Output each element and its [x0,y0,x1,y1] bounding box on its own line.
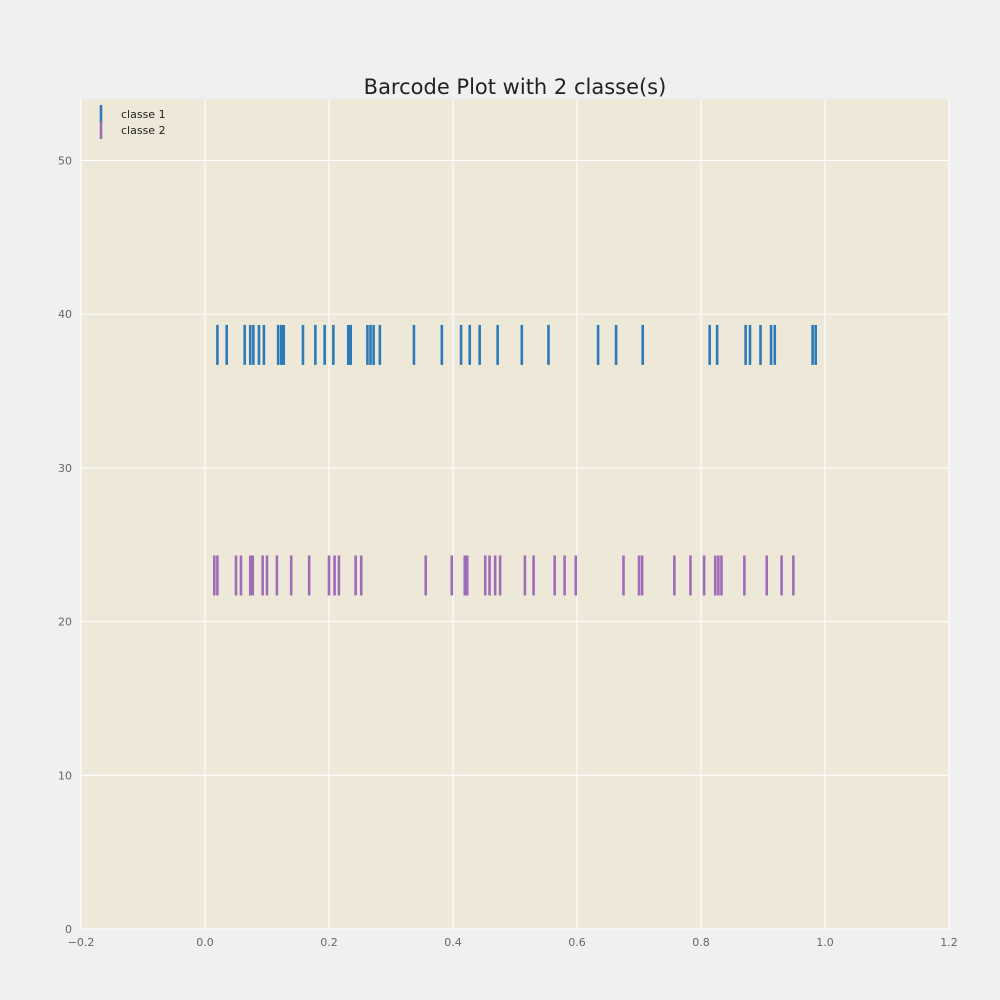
chart-title: Barcode Plot with 2 classe(s) [364,75,667,99]
x-tick-label: 0.8 [692,936,710,949]
y-tick-label: 20 [58,616,72,629]
x-tick-label: −0.2 [68,936,95,949]
y-axis-ticks: 0 10 20 30 40 50 [58,154,72,936]
x-tick-label: 0.4 [444,936,462,949]
x-tick-label: 1.2 [940,936,958,949]
grid-lines [80,99,950,930]
series-classe-2 [213,555,795,596]
y-tick-label: 0 [65,923,72,936]
legend-label: classe 1 [121,108,166,121]
x-tick-label: 1.0 [816,936,834,949]
x-tick-label: 0.6 [568,936,586,949]
x-axis-ticks: −0.2 0.0 0.2 0.4 0.6 0.8 1.0 1.2 [68,936,958,949]
plot-area [81,99,949,929]
legend-label: classe 2 [121,124,166,137]
legend: classe 1 classe 2 [99,105,166,139]
y-tick-label: 50 [58,154,72,167]
y-tick-label: 30 [58,462,72,475]
x-tick-label: 0.2 [320,936,338,949]
series-classe-1 [216,324,818,365]
y-tick-label: 40 [58,308,72,321]
x-tick-label: 0.0 [196,936,214,949]
data-marks [213,324,818,596]
y-tick-label: 10 [58,769,72,782]
